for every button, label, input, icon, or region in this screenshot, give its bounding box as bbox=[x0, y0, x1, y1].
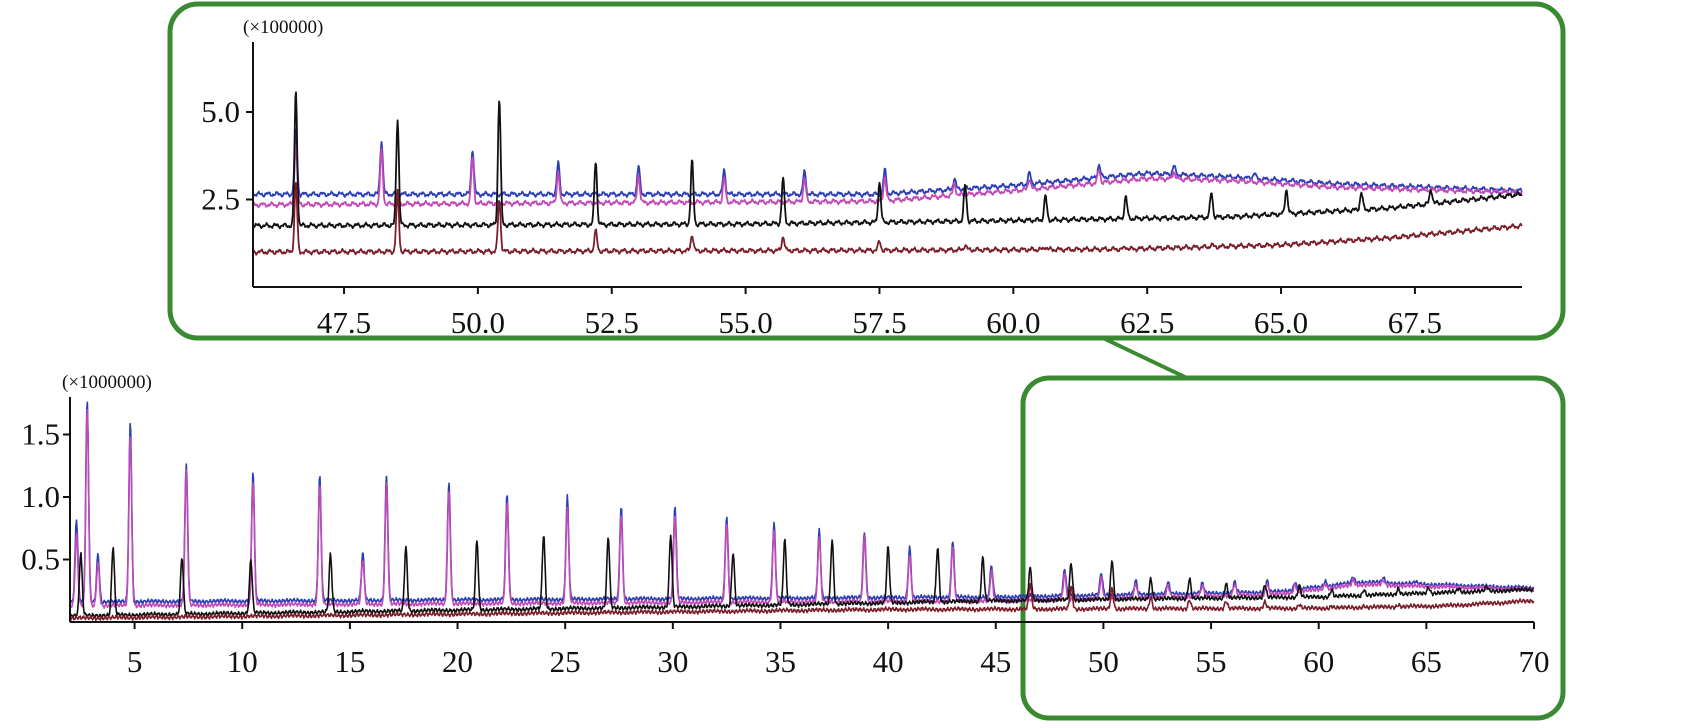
main-x-tick-label: 25 bbox=[550, 644, 581, 679]
inset-traces bbox=[252, 91, 1523, 256]
inset-x-tick-label: 50.0 bbox=[451, 305, 505, 340]
zoom-connector-line bbox=[1104, 337, 1188, 380]
inset-trace-2 bbox=[252, 144, 1523, 209]
main-trace-3 bbox=[69, 534, 1534, 619]
inset-x-tick-label: 55.0 bbox=[718, 305, 772, 340]
inset-x-tick-label: 62.5 bbox=[1120, 305, 1174, 340]
main-x-tick-label: 70 bbox=[1519, 644, 1550, 679]
main-x-tick-label: 35 bbox=[765, 644, 796, 679]
main-trace-4 bbox=[69, 582, 1535, 622]
inset-x-ticks: 47.5 50.0 52.5 55.0 57.5 60.0 62.5 65.0 67.5 bbox=[317, 287, 1442, 340]
main-trace-1 bbox=[69, 401, 1535, 605]
inset-y-tick-label: 2.5 bbox=[201, 182, 240, 217]
main-x-tick-label: 45 bbox=[980, 644, 1011, 679]
inset-x-tick-label: 67.5 bbox=[1388, 305, 1442, 340]
main-y-tick-label: 1.0 bbox=[21, 479, 60, 514]
main-x-tick-label: 40 bbox=[873, 644, 904, 679]
main-x-tick-label: 5 bbox=[127, 644, 143, 679]
main-x-tick-label: 10 bbox=[227, 644, 258, 679]
inset-trace-4 bbox=[252, 181, 1523, 256]
main-x-tick-label: 65 bbox=[1411, 644, 1442, 679]
zoom-region-box bbox=[1020, 375, 1566, 721]
main-trace-2 bbox=[69, 408, 1535, 609]
inset-y-tick-label: 5.0 bbox=[201, 94, 240, 129]
main-x-tick-label: 20 bbox=[442, 644, 473, 679]
inset-chart: (×100000) 47.5 50.0 52.5 55.0 57.5 60.0 62.5 65… bbox=[201, 17, 1523, 340]
inset-frame bbox=[167, 1, 1566, 341]
main-x-tick-label: 50 bbox=[1088, 644, 1119, 679]
main-x-tick-label: 60 bbox=[1303, 644, 1334, 679]
main-x-ticks: 5 10 15 20 25 30 35 40 45 50 55 60 65 70 bbox=[127, 622, 1550, 679]
main-x-tick-label: 15 bbox=[334, 644, 365, 679]
inset-x-tick-label: 65.0 bbox=[1254, 305, 1308, 340]
inset-x-tick-label: 60.0 bbox=[986, 305, 1040, 340]
main-y-tick-label: 0.5 bbox=[21, 542, 60, 577]
main-y-ticks: 0.5 1.0 1.5 bbox=[21, 417, 70, 577]
main-traces bbox=[69, 401, 1535, 622]
inset-multiplier-label: (×100000) bbox=[243, 17, 323, 38]
main-x-tick-label: 55 bbox=[1196, 644, 1227, 679]
inset-x-tick-label: 47.5 bbox=[317, 305, 371, 340]
main-y-tick-label: 1.5 bbox=[21, 417, 60, 452]
inset-y-ticks: 2.5 5.0 bbox=[201, 94, 253, 217]
main-x-tick-label: 30 bbox=[657, 644, 688, 679]
main-multiplier-label: (×1000000) bbox=[62, 372, 152, 393]
inset-trace-3 bbox=[252, 91, 1523, 230]
inset-x-tick-label: 57.5 bbox=[852, 305, 906, 340]
main-chart: (×1000000) 5 10 15 20 25 30 35 40 45 50 55 60 65 70 0… bbox=[21, 372, 1549, 679]
inset-x-tick-label: 52.5 bbox=[585, 305, 639, 340]
